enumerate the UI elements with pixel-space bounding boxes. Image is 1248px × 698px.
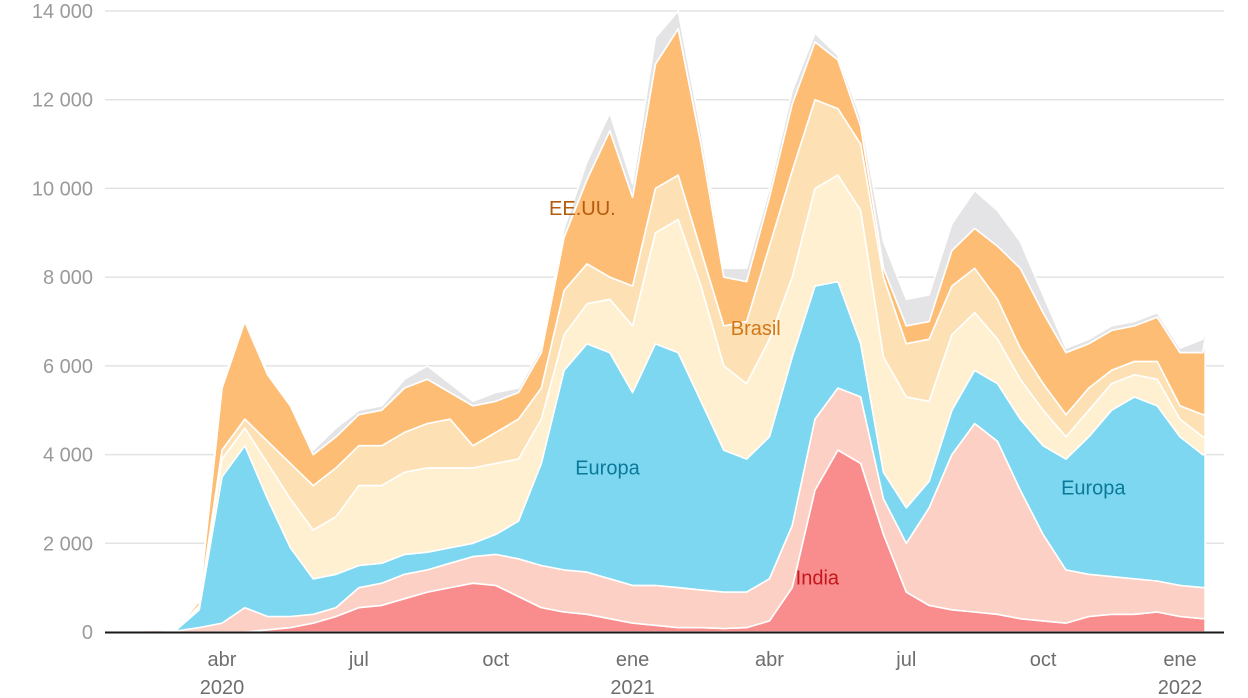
x-tick-year-label: 2020 [200, 677, 245, 698]
x-tick-year-label: 2021 [610, 677, 655, 698]
y-tick-label: 0 [82, 622, 93, 644]
y-tick-label: 12 000 [32, 90, 93, 112]
x-tick-label: ene [1163, 649, 1196, 671]
x-tick-label: abr [755, 649, 784, 671]
x-axis-tick-labels: abr 2020 jul oct ene 2021 abr jul oct ene 2022 [200, 649, 1203, 698]
y-tick-label: 2 000 [43, 533, 93, 555]
y-axis-tick-labels: 0 2 000 4 000 6 000 8 000 10 000 12 000 14 000 [32, 1, 93, 644]
x-tick-label: abr [208, 649, 237, 671]
series-label-europa: Europa [1061, 477, 1126, 499]
series-label-eeuu: EE.UU. [549, 198, 616, 220]
stacked-areas [107, 10, 1206, 633]
y-tick-label: 14 000 [32, 1, 93, 23]
y-tick-label: 8 000 [43, 267, 93, 289]
y-tick-label: 4 000 [43, 445, 93, 467]
area-series-resto [107, 10, 1206, 633]
x-tick-label: ene [616, 649, 649, 671]
y-tick-label: 10 000 [32, 178, 93, 200]
x-tick-label: oct [482, 649, 509, 671]
y-tick-label: 6 000 [43, 356, 93, 378]
series-label-india: India [796, 568, 840, 590]
series-annotations: EE.UU. Brasil Europa Europa India [549, 198, 1126, 589]
x-tick-label: jul [348, 649, 369, 671]
x-tick-label: oct [1030, 649, 1057, 671]
x-tick-label: jul [895, 649, 916, 671]
series-label-europa: Europa [575, 458, 640, 480]
x-tick-year-label: 2022 [1158, 677, 1203, 698]
series-label-brasil: Brasil [731, 318, 781, 340]
